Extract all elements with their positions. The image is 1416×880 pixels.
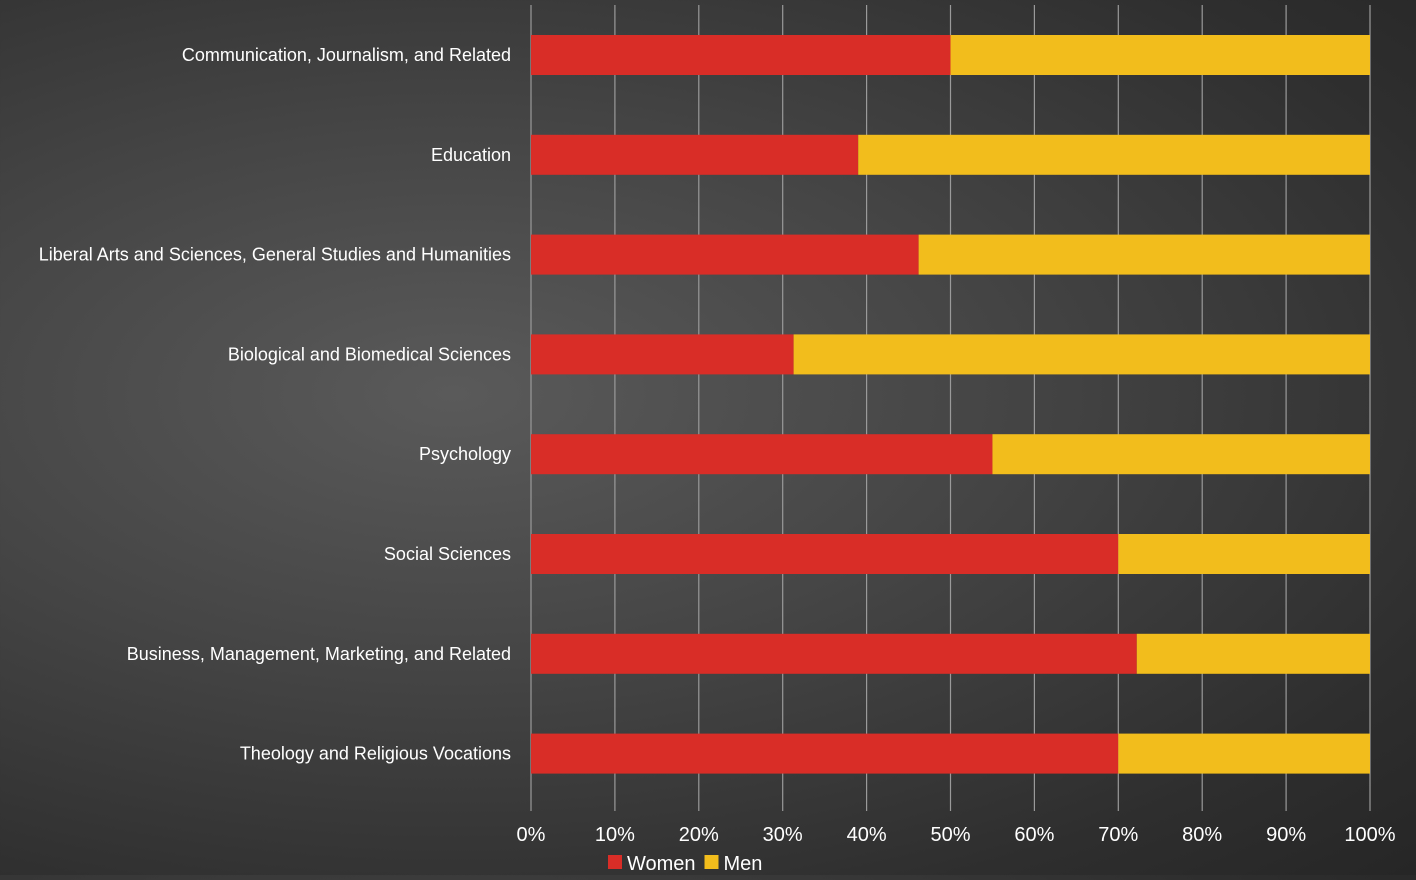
bar-women-2 [531,234,919,275]
x-tick-label-2: 20% [679,824,719,846]
x-tick-label-5: 50% [930,824,970,846]
bar-women-5 [531,534,1119,574]
bar-women-3 [531,334,794,375]
bar-men-1 [858,134,1370,175]
bar-men-5 [1118,534,1370,574]
bar-women-6 [531,633,1137,674]
x-tick-label-3: 30% [763,824,803,846]
bar-men-0 [950,35,1370,75]
category-label-0: Communication, Journalism, and Related [182,45,511,65]
category-label-5: Social Sciences [384,544,511,564]
bar-women-0 [531,35,951,75]
x-tick-label-9: 90% [1266,824,1306,846]
bar-women-4 [531,434,993,475]
category-label-7: Theology and Religious Vocations [240,744,511,764]
bar-men-3 [793,334,1370,375]
legend-label-women: Women [627,853,696,875]
category-labels: Communication, Journalism, and Related Ed… [39,45,511,764]
bar-men-7 [1118,733,1370,774]
legend-label-men: Men [724,853,763,875]
x-tick-label-8: 80% [1182,824,1222,846]
x-tick-label-7: 70% [1098,824,1138,846]
grid-layer [530,5,1371,811]
category-label-2: Liberal Arts and Sciences, General Studi… [39,245,511,265]
bar-women-1 [531,134,859,175]
category-label-3: Biological and Biomedical Sciences [228,344,511,364]
category-label-4: Psychology [419,444,511,464]
x-tick-label-4: 40% [847,824,887,846]
legend-swatch-women [608,855,622,869]
category-label-6: Business, Management, Marketing, and Rel… [127,644,511,664]
x-tick-label-10: 100% [1344,824,1395,846]
category-label-1: Education [431,145,511,165]
legend-swatch-men [704,855,719,869]
x-tick-label-1: 10% [595,824,635,846]
x-tick-label-0: 0% [517,824,546,846]
x-tick-label-6: 60% [1014,824,1054,846]
bar-women-7 [531,733,1119,774]
bar-men-6 [1136,633,1370,674]
x-axis-ticks: 0% 10% 20% 30% 40% 50% 60% 70% 80% 90% 100% [517,824,1396,846]
bar-men-4 [992,434,1370,475]
bar-layer [531,35,1370,774]
legend: Women Men [608,853,762,875]
bar-men-2 [918,234,1370,275]
